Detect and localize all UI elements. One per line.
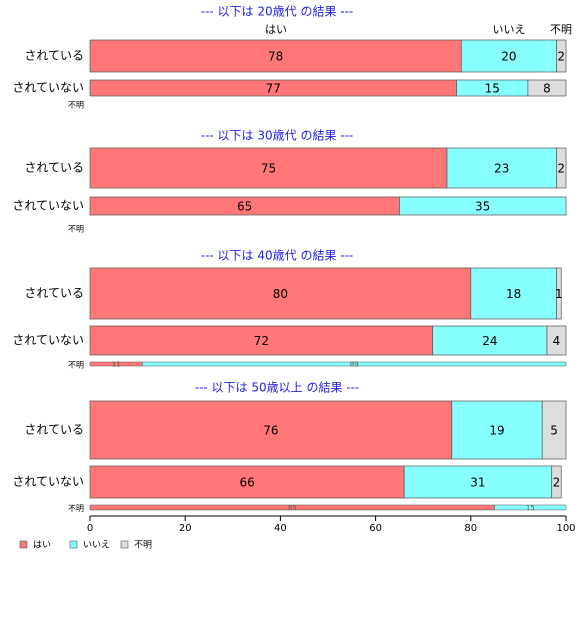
data-label: 31 bbox=[470, 476, 485, 490]
data-label: 18 bbox=[506, 287, 521, 301]
x-tick-label: 60 bbox=[369, 523, 382, 534]
legend-swatch bbox=[69, 540, 78, 549]
data-label: 35 bbox=[475, 200, 490, 214]
x-tick-label: 80 bbox=[464, 523, 477, 534]
category-label: されていない bbox=[12, 81, 84, 95]
bar-segment bbox=[89, 267, 472, 320]
category-label: されている bbox=[24, 49, 84, 63]
data-label: 89 bbox=[350, 361, 359, 369]
bar-segment bbox=[460, 39, 557, 73]
legend-swatch bbox=[19, 540, 28, 549]
data-label: 2 bbox=[557, 162, 565, 176]
panel-title: --- 以下は 20歳代 の結果 --- bbox=[201, 5, 354, 19]
bar-segment bbox=[556, 267, 562, 320]
bar-segment bbox=[89, 465, 405, 499]
data-label: 8 bbox=[543, 82, 551, 96]
data-label: 15 bbox=[485, 82, 500, 96]
bar-segment bbox=[89, 39, 462, 73]
bar-segment bbox=[451, 400, 543, 460]
x-tick-label: 100 bbox=[556, 523, 575, 534]
category-label: 不明 bbox=[68, 361, 84, 370]
column-header: 不明 bbox=[550, 23, 572, 36]
bar-segment bbox=[551, 465, 562, 499]
category-label: されていない bbox=[12, 475, 84, 489]
data-label: 2 bbox=[557, 50, 565, 64]
category-label: 不明 bbox=[68, 101, 84, 110]
bar-segment bbox=[556, 147, 567, 189]
data-label: 23 bbox=[494, 162, 509, 176]
bar-segment bbox=[527, 79, 567, 97]
panel-title: --- 以下は 30歳代 の結果 --- bbox=[201, 129, 354, 143]
data-label: 15 bbox=[526, 504, 535, 512]
data-label: 5 bbox=[550, 424, 558, 438]
column-header: はい bbox=[265, 23, 287, 36]
category-label: されている bbox=[24, 423, 84, 437]
bar-segment bbox=[446, 147, 557, 189]
bar-segment bbox=[546, 325, 567, 356]
data-label: 85 bbox=[288, 504, 297, 512]
category-label: 不明 bbox=[68, 504, 84, 513]
x-tick-label: 20 bbox=[179, 523, 192, 534]
data-label: 2 bbox=[553, 476, 561, 490]
data-label: 66 bbox=[239, 476, 254, 490]
bar-segment bbox=[89, 400, 453, 460]
data-label: 80 bbox=[273, 287, 288, 301]
bar-segment bbox=[470, 267, 557, 320]
panel-title: --- 以下は 50歳以上 の結果 --- bbox=[195, 381, 360, 395]
bar-segment bbox=[556, 39, 567, 73]
legend-label: はい bbox=[33, 540, 51, 551]
data-label: 75 bbox=[261, 162, 276, 176]
data-label: 4 bbox=[553, 334, 561, 348]
bar-segment bbox=[142, 361, 567, 367]
legend-label: 不明 bbox=[134, 540, 152, 551]
data-label: 77 bbox=[266, 82, 281, 96]
bar-segment bbox=[494, 504, 567, 511]
x-tick-label: 40 bbox=[274, 523, 287, 534]
panel-title: --- 以下は 40歳代 の結果 --- bbox=[201, 249, 354, 263]
category-label: 不明 bbox=[68, 225, 84, 234]
x-tick-label: 0 bbox=[87, 523, 93, 534]
legend-swatch bbox=[120, 540, 129, 549]
data-label: 72 bbox=[254, 334, 269, 348]
data-label: 20 bbox=[501, 50, 516, 64]
bar-segment bbox=[432, 325, 548, 356]
category-label: されている bbox=[24, 286, 84, 300]
bar-segment bbox=[403, 465, 553, 499]
data-label: 78 bbox=[268, 50, 283, 64]
column-header: いいえ bbox=[493, 23, 526, 36]
bar-segment bbox=[399, 196, 567, 216]
bar-segment bbox=[541, 400, 567, 460]
data-label: 24 bbox=[482, 334, 497, 348]
data-label: 76 bbox=[263, 424, 278, 438]
category-label: されていない bbox=[12, 333, 84, 347]
category-label: されている bbox=[24, 161, 84, 175]
data-label: 19 bbox=[489, 424, 504, 438]
category-label: されていない bbox=[12, 199, 84, 213]
data-label: 65 bbox=[237, 200, 252, 214]
legend-label: いいえ bbox=[83, 540, 110, 551]
data-label: 11 bbox=[112, 361, 121, 369]
data-label: 1 bbox=[555, 287, 563, 301]
